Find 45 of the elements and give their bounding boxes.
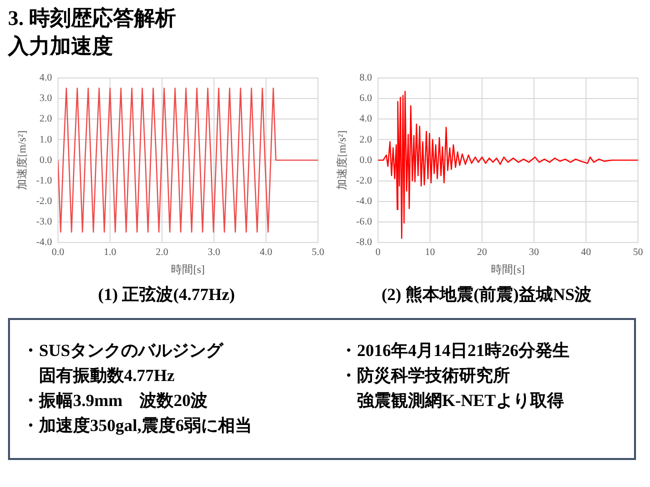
x-axis-title: 時間[s]: [491, 262, 525, 276]
y-tick-label: -4.0: [356, 196, 372, 207]
x-tick-label: 0: [376, 247, 381, 258]
y-tick-label: -2.0: [356, 175, 372, 186]
y-tick-label: 6.0: [360, 93, 372, 104]
x-tick-label: 40: [581, 247, 592, 258]
x-tick-label: 1.0: [104, 247, 116, 258]
text: 3. 時刻歴応答解析: [8, 5, 176, 32]
y-tick-label: 8.0: [360, 72, 372, 84]
text: (1) 正弦波(4.77Hz): [98, 285, 235, 304]
text: 入力加速度: [8, 33, 114, 60]
x-tick-label: 0.0: [52, 247, 64, 258]
text: 強震観測網K-NETより取得: [356, 390, 565, 412]
y-tick-label: 3.0: [40, 93, 52, 104]
y-tick-label: -1.0: [36, 175, 52, 186]
y-axis-title: 加速度[m/s²]: [335, 130, 348, 190]
y-tick-label: -8.0: [356, 237, 372, 248]
x-tick-label: 20: [477, 247, 488, 258]
y-tick-label: 2.0: [360, 134, 372, 146]
y-tick-label: -6.0: [356, 216, 372, 228]
text: (2) 熊本地震(前震)益城NS波: [381, 285, 592, 304]
y-tick-label: 4.0: [360, 114, 372, 125]
x-tick-label: 30: [529, 247, 540, 258]
x-tick-label: 4.0: [260, 247, 272, 258]
y-tick-label: -4.0: [36, 237, 52, 248]
y-tick-label: -2.0: [36, 196, 52, 207]
text: ・SUSタンクのバルジング: [22, 340, 225, 362]
y-tick-label: 1.0: [40, 134, 52, 146]
y-axis-title: 加速度[m/s²]: [15, 130, 28, 190]
x-tick-label: 50: [633, 247, 643, 258]
text: ・2016年4月14日21時26分発生: [340, 340, 570, 362]
text: ・振幅3.9mm 波数20波: [22, 390, 209, 412]
text: ・防災科学技術研究所: [340, 365, 511, 387]
x-tick-label: 10: [425, 247, 436, 258]
text: ・加速度350gal,震度6弱に相当: [22, 415, 252, 437]
text: 固有振動数4.77Hz: [38, 365, 176, 387]
x-tick-label: 5.0: [312, 247, 324, 258]
x-tick-label: 3.0: [208, 247, 220, 258]
y-tick-label: -3.0: [36, 216, 52, 228]
x-axis-title: 時間[s]: [171, 262, 205, 276]
y-tick-label: 0.0: [40, 154, 52, 166]
y-tick-label: 0.0: [360, 154, 372, 166]
x-tick-label: 2.0: [156, 247, 168, 258]
y-tick-label: 4.0: [40, 72, 52, 84]
y-tick-label: 2.0: [40, 114, 52, 125]
